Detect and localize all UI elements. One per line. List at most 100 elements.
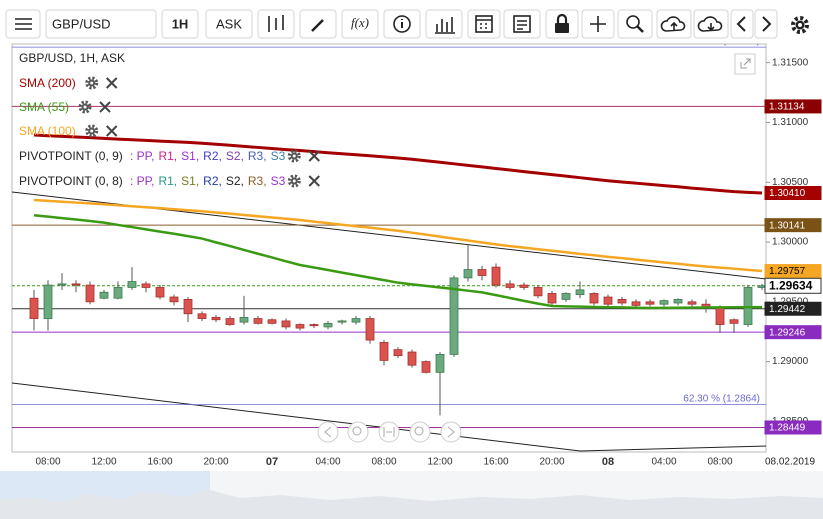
candle-body [351,318,361,323]
settings-icon[interactable] [78,100,92,114]
candle-body [211,316,221,321]
volume-button[interactable] [425,9,463,39]
candle-body [225,318,235,325]
remove-icon[interactable] [105,77,118,89]
reset-icon [383,427,395,437]
zoom-in[interactable] [409,421,431,443]
indicator-part: S3 [271,149,286,163]
settings-icon[interactable] [287,174,301,188]
symbol: GBP/USD [52,16,111,31]
x-tick-label: 08:00 [707,457,732,468]
candle-body [239,316,249,323]
x-tick-label: 16:00 [483,457,508,468]
candle-body [71,283,81,286]
timeframe: 1H [172,16,189,31]
candle-body [715,307,725,325]
chart-navigation [317,421,462,443]
remove-icon[interactable] [105,125,118,137]
candle-body [603,296,613,305]
indicators-button[interactable] [341,9,379,39]
candle-body [295,324,305,329]
scroll-right[interactable] [440,421,462,443]
calendar-icon [475,15,493,33]
document-icon [513,15,531,33]
trendline [12,382,581,452]
price-side-button[interactable] [205,9,253,39]
candle-body [99,291,109,299]
remove-icon[interactable] [308,150,320,162]
chart-title: GBP/USD, 1H, ASK [19,51,125,65]
candle-body [141,283,151,288]
candle-body [659,300,669,305]
candle-body [43,284,53,319]
candle-body [505,283,515,288]
sma-line [33,133,763,195]
candle-body [687,301,697,305]
zoom-icon [626,15,640,29]
price-tag [764,185,822,200]
indicator-part: R1, [158,149,177,163]
navigator-area [0,490,823,519]
price-tag-label: 1.31134 [769,102,805,113]
y-tick-label: 1.30500 [772,177,809,188]
candle-body [519,284,529,288]
lock-body [555,23,569,33]
remove-icon[interactable] [308,175,320,187]
indicator-part: R3, [248,149,267,163]
fib-label: 38.20 % (1.3163) [683,36,760,47]
indicator-part: S3 [271,174,286,188]
navigator [0,471,823,519]
candle-body [757,285,766,288]
indicator-part: : PP, [130,174,154,188]
candle-body [393,349,403,357]
cloud-download-icon [697,16,723,32]
symbol-box[interactable] [45,9,157,39]
settings-icon[interactable] [85,76,99,90]
price-tag-label: 1.29442 [769,304,806,315]
candle-body [323,322,333,328]
candle-body [113,287,123,299]
template-button[interactable] [503,9,541,39]
settings-icon[interactable] [287,149,301,163]
candle-body [421,361,431,373]
zoom-out[interactable] [347,421,369,443]
back-button[interactable] [730,9,754,39]
timeframe-button[interactable] [161,9,199,39]
settings-icon[interactable] [791,16,809,34]
candle-body [477,269,487,276]
price-side: ASK [216,16,242,31]
sma-line [33,213,763,310]
candle-body [729,319,739,324]
candle-body [547,293,557,304]
settings-icon[interactable] [85,124,99,138]
toolbar: GBP/USD 1H ASK f(x) [5,9,809,39]
x-tick-label: 07 [266,456,278,468]
indicator-name: PIVOTPOINT (0, 8) [19,174,123,188]
candle-body [449,277,459,355]
candle-body [407,351,417,366]
price-tag [764,218,822,233]
crosshair-icon [590,16,606,32]
settings-center [83,105,87,109]
bars-icon [435,17,455,34]
trendline [579,445,766,452]
price-tag [764,301,822,316]
x-tick-label: 08 [602,456,614,468]
remove-icon[interactable] [99,101,111,113]
candle-body [673,299,683,304]
forward-button[interactable] [754,9,778,39]
candle-body [337,320,347,323]
calendar-button[interactable] [467,9,501,39]
x-tick-label: 12:00 [427,457,452,468]
candle-body [491,266,501,286]
price-tag [764,325,822,340]
indicator-part: R2, [203,149,222,163]
plot-area [11,43,767,453]
scroll-left[interactable] [317,421,339,443]
y-tick-label: 1.31000 [772,117,809,128]
indicator-name: PIVOTPOINT (0, 9) [19,149,123,163]
zoom-button[interactable] [617,9,653,39]
x-tick-label: 12:00 [91,457,116,468]
price-tag-label: 1.29246 [769,327,806,338]
